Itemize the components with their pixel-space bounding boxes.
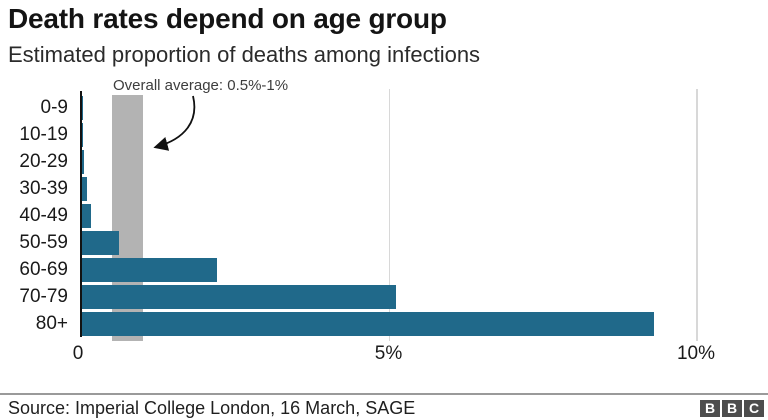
y-axis-label: 80+ bbox=[35, 312, 68, 334]
y-axis-label: 70-79 bbox=[19, 285, 68, 307]
source-text: Source: Imperial College London, 16 Marc… bbox=[8, 398, 416, 418]
gridline-10% bbox=[696, 89, 698, 341]
chart-subtitle: Estimated proportion of deaths among inf… bbox=[8, 42, 481, 67]
y-axis-label: 10-19 bbox=[19, 124, 68, 146]
bbc-logo: B B C bbox=[700, 400, 764, 417]
bar-50-59 bbox=[82, 230, 119, 255]
gridline-5% bbox=[388, 89, 390, 341]
bbc-logo-block: B bbox=[722, 400, 742, 417]
annotation-label: Overall average: 0.5%-1% bbox=[113, 77, 289, 94]
bbc-logo-block: C bbox=[744, 400, 764, 417]
y-axis-label: 60-69 bbox=[19, 258, 68, 280]
x-axis-label: 0 bbox=[72, 343, 84, 364]
y-axis-label: 50-59 bbox=[19, 231, 68, 253]
bar-70-79 bbox=[82, 284, 396, 309]
y-axis-label: 30-39 bbox=[19, 178, 68, 200]
bar-80+ bbox=[82, 311, 654, 336]
x-axis-label: 10% bbox=[676, 343, 716, 364]
bar-40-49 bbox=[82, 204, 92, 228]
chart-title: Death rates depend on age group bbox=[8, 3, 447, 34]
y-axis-label: 20-29 bbox=[19, 151, 68, 173]
bbc-logo-block: B bbox=[700, 400, 720, 417]
bar-30-39 bbox=[82, 177, 87, 202]
footer-divider bbox=[0, 393, 768, 395]
bar-60-69 bbox=[82, 257, 218, 282]
bar-20-29 bbox=[82, 150, 84, 175]
y-axis-label: 40-49 bbox=[19, 205, 68, 226]
x-axis-label: 5% bbox=[374, 343, 403, 364]
y-axis-label: 0-9 bbox=[40, 97, 68, 119]
y-axis-line bbox=[80, 91, 82, 337]
